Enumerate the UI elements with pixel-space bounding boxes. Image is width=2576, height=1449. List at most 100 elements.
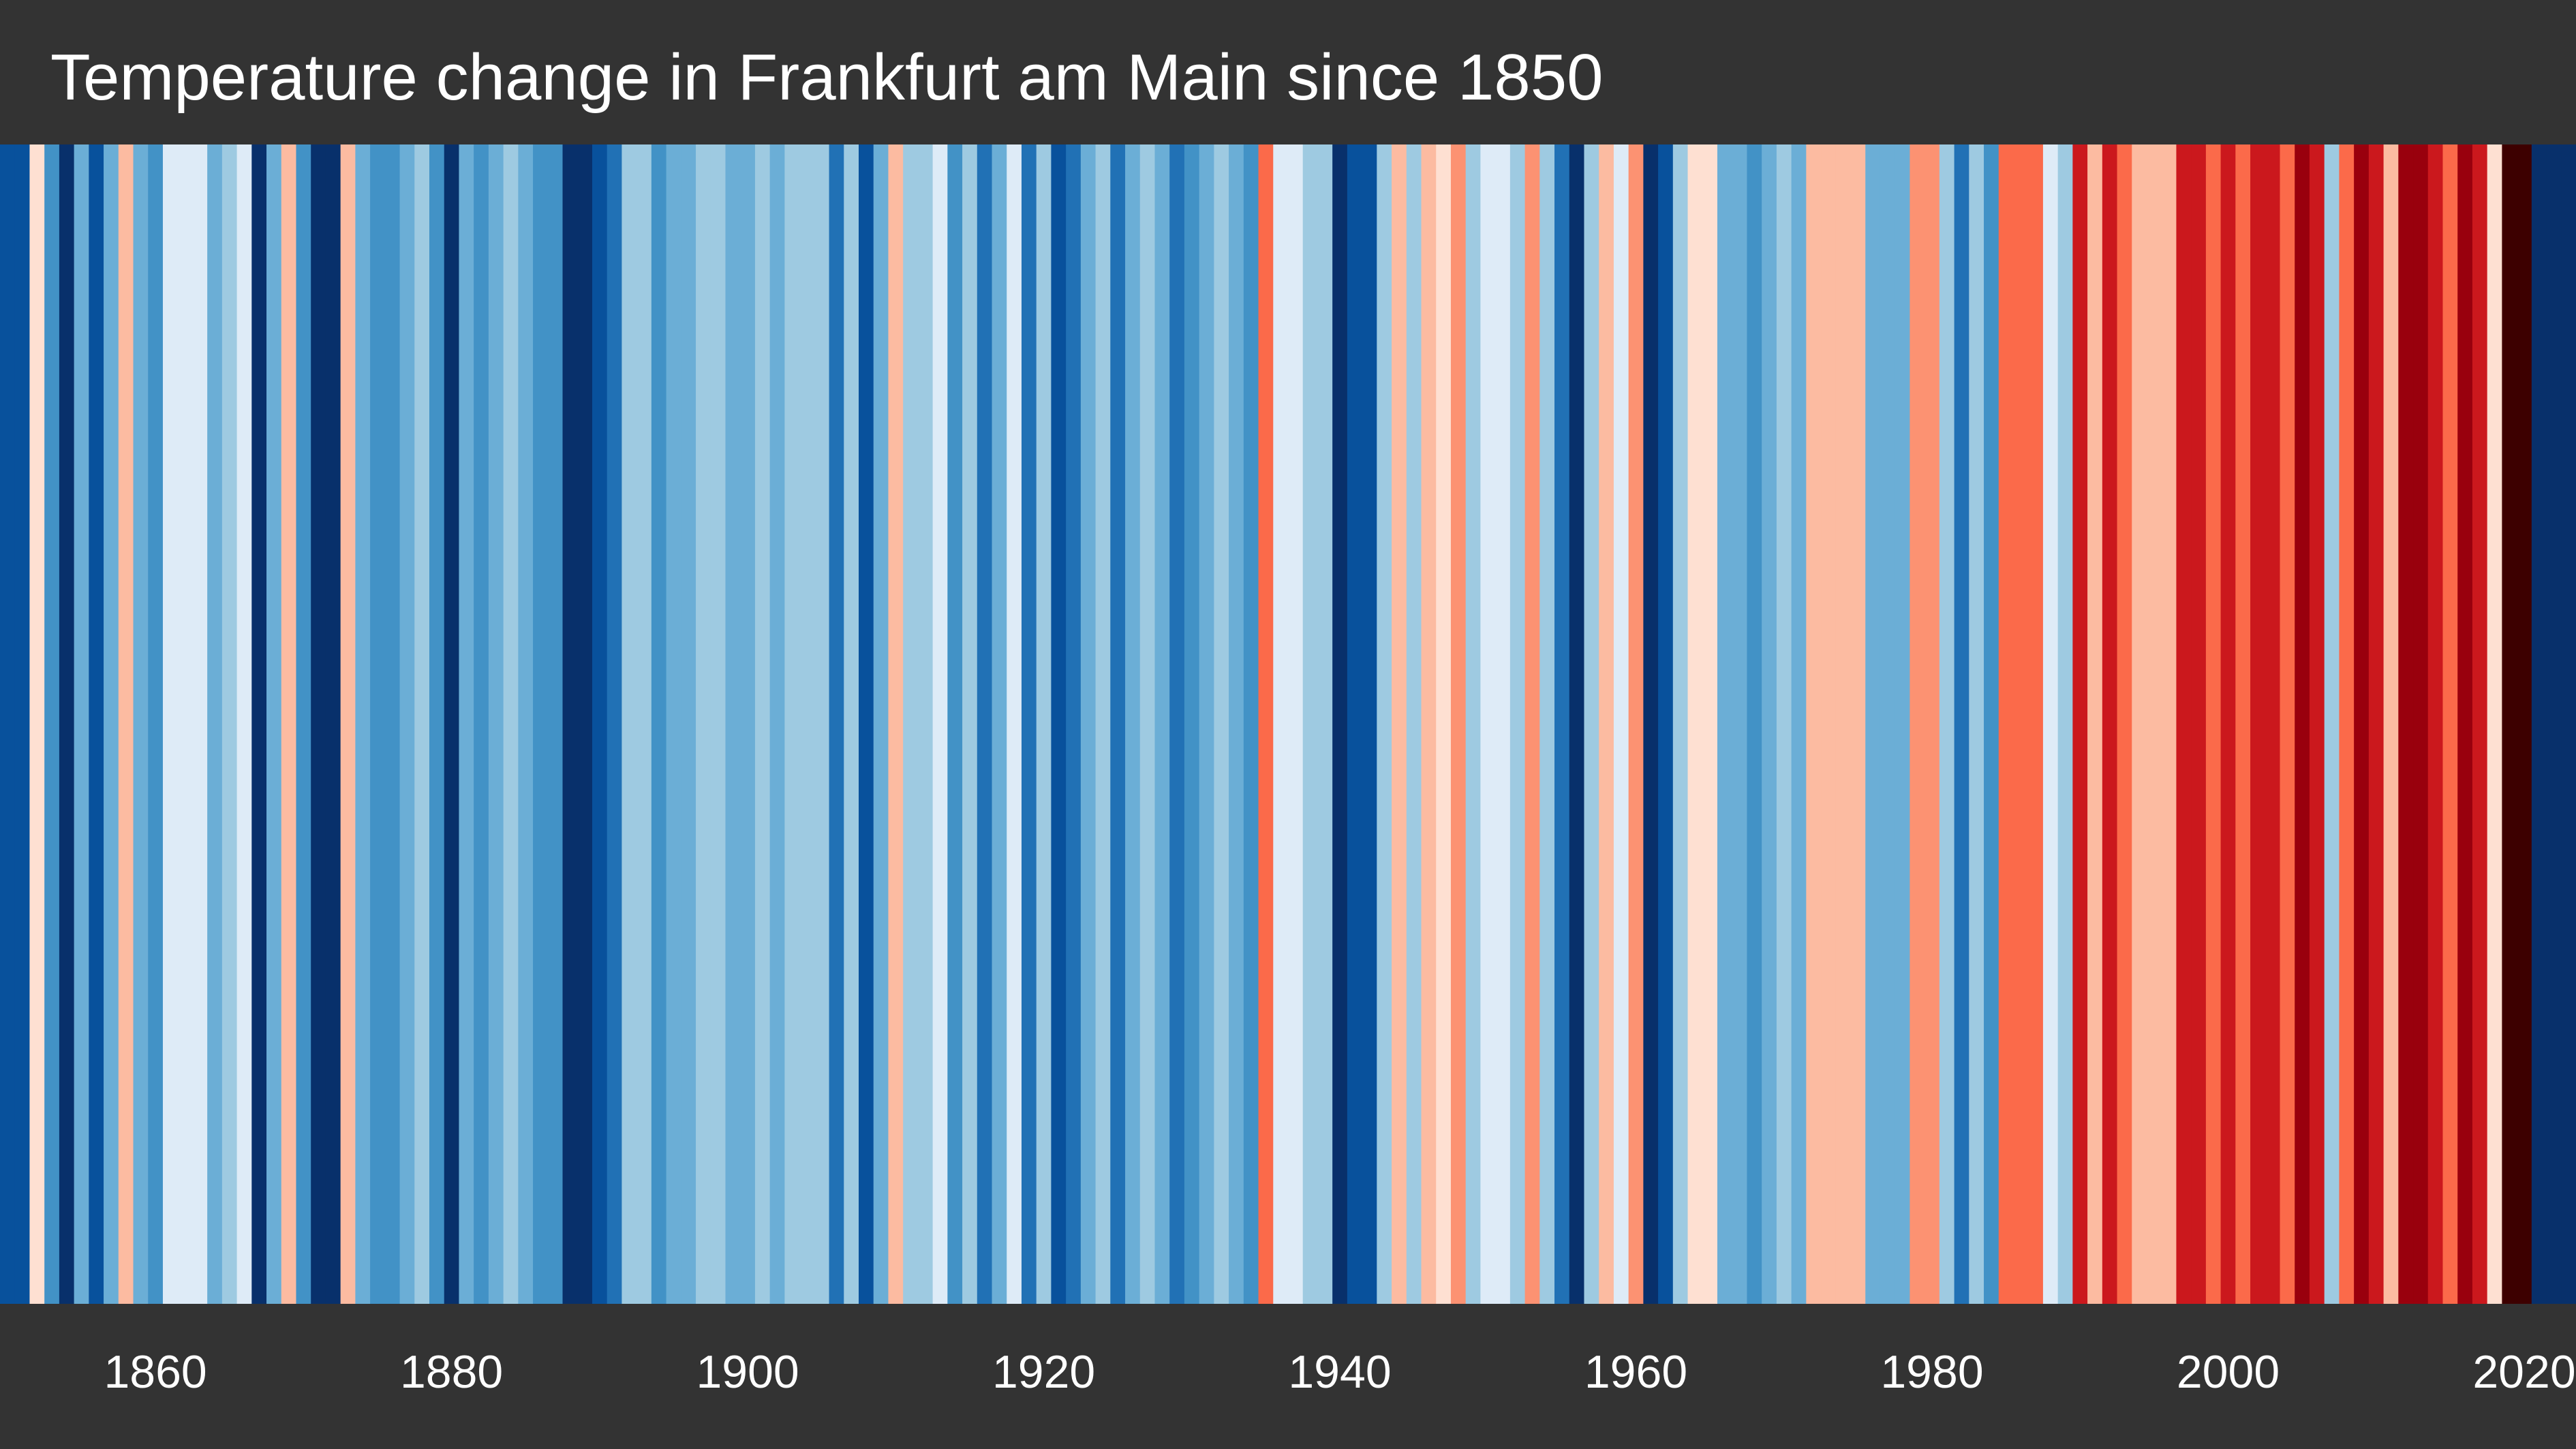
stripe-1896 bbox=[681, 144, 696, 1304]
stripe-1913 bbox=[932, 144, 948, 1304]
stripe-1926 bbox=[1125, 144, 1141, 1304]
stripe-1877 bbox=[399, 144, 415, 1304]
stripe-1915 bbox=[962, 144, 978, 1304]
stripe-1887 bbox=[547, 144, 564, 1304]
stripe-1895 bbox=[666, 144, 681, 1304]
stripe-1894 bbox=[651, 144, 667, 1304]
stripe-2003 bbox=[2265, 144, 2281, 1304]
stripe-1960 bbox=[1628, 144, 1644, 1304]
x-tick-label: 2020 bbox=[2472, 1346, 2576, 1398]
stripe-1874 bbox=[355, 144, 371, 1304]
stripe-1942 bbox=[1362, 144, 1377, 1304]
stripe-1865 bbox=[221, 144, 238, 1304]
stripe-1929 bbox=[1169, 144, 1185, 1304]
stripe-1909 bbox=[873, 144, 889, 1304]
stripe-2010 bbox=[2368, 144, 2385, 1304]
stripe-1863 bbox=[192, 144, 208, 1304]
stripe-1912 bbox=[917, 144, 934, 1304]
stripe-1928 bbox=[1154, 144, 1170, 1304]
stripe-2022 bbox=[2546, 144, 2562, 1304]
stripe-1858 bbox=[118, 144, 134, 1304]
stripe-1965 bbox=[1702, 144, 1718, 1304]
stripe-1854 bbox=[59, 144, 75, 1304]
x-tick-label: 1860 bbox=[104, 1346, 207, 1398]
stripe-1939 bbox=[1317, 144, 1333, 1304]
stripe-1970 bbox=[1776, 144, 1792, 1304]
stripe-1997 bbox=[2176, 144, 2192, 1304]
stripe-1931 bbox=[1199, 144, 1214, 1304]
stripe-1933 bbox=[1229, 144, 1244, 1304]
stripe-2001 bbox=[2235, 144, 2251, 1304]
stripe-2013 bbox=[2413, 144, 2429, 1304]
stripe-1981 bbox=[1939, 144, 1955, 1304]
stripe-1978 bbox=[1895, 144, 1911, 1304]
stripe-1946 bbox=[1421, 144, 1437, 1304]
stripe-1945 bbox=[1406, 144, 1422, 1304]
stripe-1963 bbox=[1672, 144, 1689, 1304]
stripe-1925 bbox=[1110, 144, 1126, 1304]
stripe-1977 bbox=[1880, 144, 1896, 1304]
stripe-1959 bbox=[1613, 144, 1629, 1304]
stripe-1861 bbox=[162, 144, 179, 1304]
stripe-1944 bbox=[1392, 144, 1407, 1304]
stripe-1974 bbox=[1835, 144, 1852, 1304]
stripe-1973 bbox=[1821, 144, 1837, 1304]
stripe-1903 bbox=[784, 144, 800, 1304]
stripe-1902 bbox=[769, 144, 785, 1304]
stripe-1914 bbox=[947, 144, 963, 1304]
stripe-1956 bbox=[1569, 144, 1585, 1304]
stripe-1968 bbox=[1747, 144, 1762, 1304]
stripe-1971 bbox=[1791, 144, 1807, 1304]
stripe-1976 bbox=[1865, 144, 1881, 1304]
stripe-1879 bbox=[429, 144, 445, 1304]
stripe-1907 bbox=[844, 144, 859, 1304]
stripe-1989 bbox=[2057, 144, 2073, 1304]
stripe-1972 bbox=[1806, 144, 1822, 1304]
stripe-1851 bbox=[14, 144, 31, 1304]
stripe-1917 bbox=[992, 144, 1007, 1304]
stripe-1897 bbox=[696, 144, 711, 1304]
stripe-2006 bbox=[2309, 144, 2325, 1304]
stripe-1901 bbox=[754, 144, 771, 1304]
stripe-1908 bbox=[859, 144, 874, 1304]
stripe-1936 bbox=[1273, 144, 1289, 1304]
stripe-1899 bbox=[725, 144, 741, 1304]
stripe-1993 bbox=[2117, 144, 2132, 1304]
stripe-1889 bbox=[577, 144, 593, 1304]
x-tick-label: 1920 bbox=[992, 1346, 1096, 1398]
stripe-2002 bbox=[2250, 144, 2266, 1304]
stripe-1955 bbox=[1554, 144, 1570, 1304]
stripe-1850 bbox=[0, 144, 16, 1304]
stripe-1856 bbox=[89, 144, 104, 1304]
stripe-1985 bbox=[1998, 144, 2014, 1304]
stripe-2007 bbox=[2324, 144, 2340, 1304]
stripe-1958 bbox=[1599, 144, 1614, 1304]
warming-stripes-plot bbox=[0, 144, 2576, 1304]
stripe-1882 bbox=[474, 144, 489, 1304]
stripe-1966 bbox=[1717, 144, 1733, 1304]
stripe-1884 bbox=[503, 144, 519, 1304]
stripe-1916 bbox=[977, 144, 993, 1304]
stripe-1948 bbox=[1450, 144, 1467, 1304]
stripe-1996 bbox=[2161, 144, 2177, 1304]
stripe-1904 bbox=[799, 144, 815, 1304]
stripe-1898 bbox=[710, 144, 726, 1304]
stripe-2015 bbox=[2442, 144, 2458, 1304]
stripe-1961 bbox=[1643, 144, 1659, 1304]
stripe-1984 bbox=[1984, 144, 1999, 1304]
stripe-1911 bbox=[903, 144, 919, 1304]
stripe-1919 bbox=[1021, 144, 1037, 1304]
stripe-1957 bbox=[1584, 144, 1599, 1304]
stripe-1962 bbox=[1658, 144, 1674, 1304]
stripe-1924 bbox=[1095, 144, 1111, 1304]
stripe-1891 bbox=[607, 144, 623, 1304]
stripes-group bbox=[0, 144, 2576, 1304]
stripe-1859 bbox=[133, 144, 149, 1304]
stripe-1852 bbox=[29, 144, 45, 1304]
stripe-1995 bbox=[2147, 144, 2162, 1304]
stripe-1876 bbox=[384, 144, 401, 1304]
stripe-1900 bbox=[740, 144, 756, 1304]
stripe-2011 bbox=[2383, 144, 2399, 1304]
stripe-1864 bbox=[207, 144, 223, 1304]
stripe-1969 bbox=[1762, 144, 1777, 1304]
